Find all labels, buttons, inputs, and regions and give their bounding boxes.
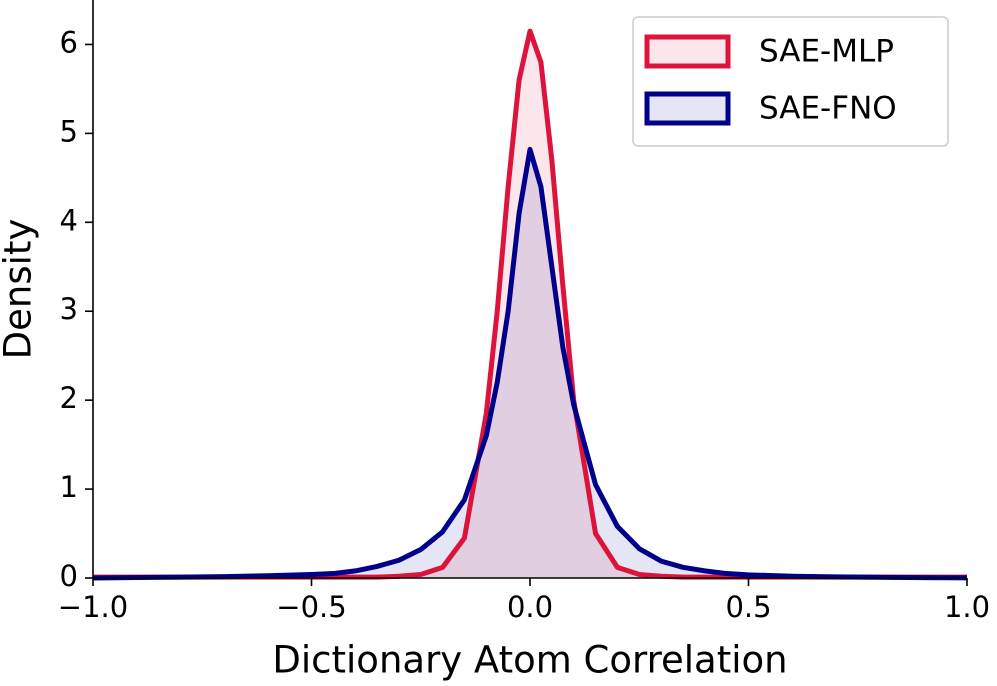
y-tick-label: 6	[60, 25, 78, 59]
density-area	[93, 149, 967, 578]
legend-patch-border	[644, 34, 731, 69]
legend-box	[632, 16, 949, 147]
y-axis-label: Density	[0, 219, 40, 360]
y-tick-label: 5	[60, 114, 78, 148]
y-tick-label: 3	[60, 292, 78, 326]
y-tick-label: 1	[60, 470, 78, 504]
x-tick-label: −0.5	[276, 590, 346, 624]
x-axis-label: Dictionary Atom Correlation	[272, 639, 787, 682]
legend-patch-border	[644, 91, 731, 126]
legend-patch	[647, 37, 728, 66]
y-tick-label: 4	[60, 203, 78, 237]
y-tick-label: 0	[60, 559, 78, 593]
legend-label: SAE-FNO	[759, 91, 897, 127]
x-tick-label: 0.0	[507, 590, 553, 624]
density-line	[92, 146, 968, 581]
legend-label: SAE-MLP	[759, 34, 894, 70]
x-tick-label: 0.5	[725, 590, 771, 624]
legend-patch	[647, 94, 728, 123]
density-line	[93, 28, 967, 580]
x-tick-label: −1.0	[58, 590, 128, 624]
density-area	[93, 31, 967, 579]
x-tick-label: 1.0	[944, 590, 990, 624]
y-tick-label: 2	[60, 381, 78, 415]
